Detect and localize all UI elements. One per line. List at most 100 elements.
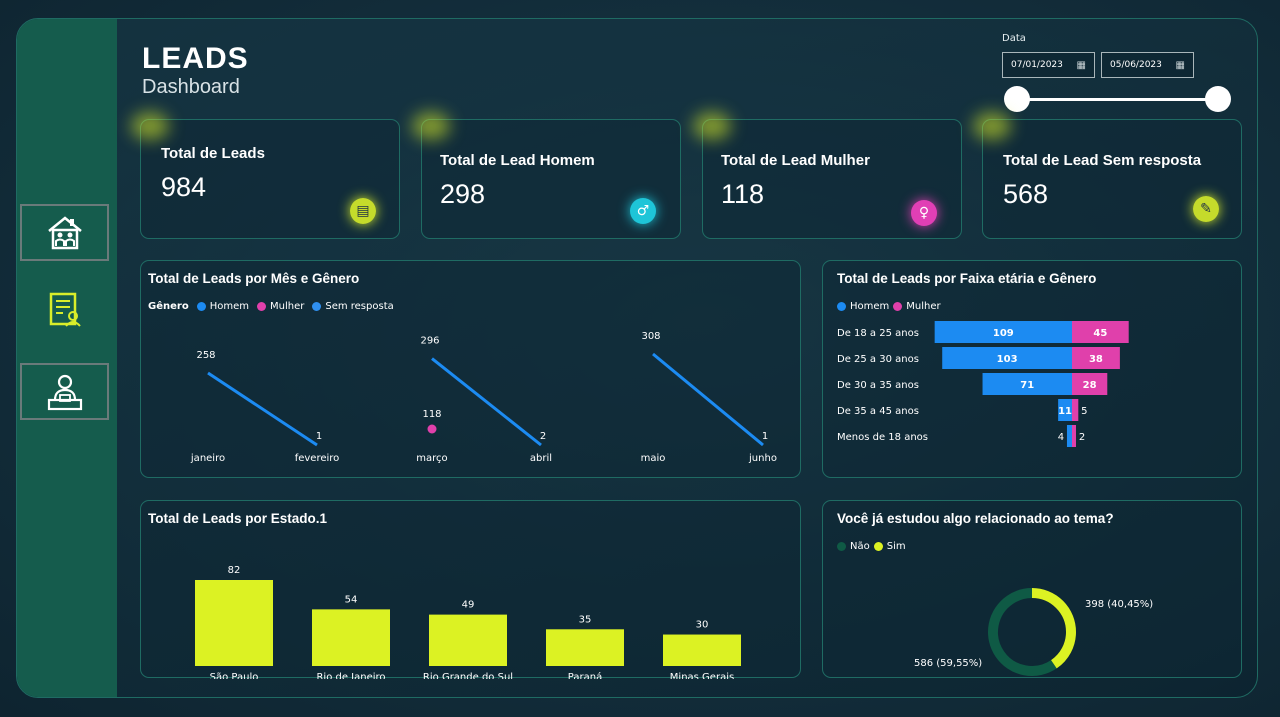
chart-legend: Gênero Homem Mulher Sem resposta xyxy=(148,301,394,312)
chart-legend: Homem Mulher xyxy=(837,301,941,312)
donut-chart: 398 (40,45%) 586 (59,55%) xyxy=(914,588,1153,676)
panel-title: Total de Leads por Mês e Gênero xyxy=(148,271,360,286)
legend-dot xyxy=(196,302,206,311)
x-tick-label: março xyxy=(416,453,447,464)
bar xyxy=(663,634,741,666)
panel-title: Você já estudou algo relacionado ao tema… xyxy=(837,511,1114,526)
bar-mulher xyxy=(1072,321,1129,343)
bar-mulher xyxy=(1072,373,1108,395)
kpi-title: Total de Lead Homem xyxy=(440,152,595,169)
data-point-mulher xyxy=(427,424,437,434)
legend-dot xyxy=(312,302,322,311)
bar-chart: 82 São Paulo 54 Rio de Janeiro 49 Rio Grande … xyxy=(195,565,741,679)
end-date-input[interactable]: 05/06/2023 ▦ xyxy=(1101,52,1194,78)
bar-homem xyxy=(934,321,1072,343)
sidebar xyxy=(17,19,117,697)
x-tick-label: fevereiro xyxy=(295,453,340,464)
data-label: 71 xyxy=(1020,380,1034,391)
kpi-title: Total de Lead Mulher xyxy=(721,152,870,169)
y-tick-label: De 25 a 30 anos xyxy=(837,354,919,365)
x-tick-label: junho xyxy=(748,453,777,464)
page-title: LEADS Dashboard xyxy=(142,43,249,99)
bar xyxy=(312,609,390,666)
data-label: 5 xyxy=(1081,406,1087,417)
calendar-icon[interactable]: ▦ xyxy=(1175,59,1185,71)
legend-item[interactable]: Mulher xyxy=(269,301,305,312)
data-label: 258 xyxy=(196,350,215,361)
legend-dot xyxy=(837,302,846,311)
data-label: 2 xyxy=(540,431,546,442)
end-date-value: 05/06/2023 xyxy=(1110,60,1162,70)
kpi-title: Total de Leads xyxy=(161,145,265,162)
panel-title: Total de Leads por Estado.1 xyxy=(148,511,328,526)
sidebar-item-leads[interactable] xyxy=(20,281,109,338)
dashboard-frame: LEADS Dashboard Data 07/01/2023 ▦ 05/06/… xyxy=(16,18,1258,698)
data-label: 103 xyxy=(997,354,1018,365)
legend-item[interactable]: Mulher xyxy=(906,301,941,312)
data-label: 109 xyxy=(993,328,1014,339)
x-tick-label: São Paulo xyxy=(210,672,259,679)
data-label: 1 xyxy=(762,431,768,442)
date-range-end-handle[interactable] xyxy=(1205,86,1231,112)
date-range-start-handle[interactable] xyxy=(1004,86,1030,112)
document-user-icon: ▤ xyxy=(350,198,376,224)
person-at-desk-icon xyxy=(47,374,82,410)
data-label: 49 xyxy=(462,600,475,611)
bar-homem xyxy=(982,373,1072,395)
x-tick-label: janeiro xyxy=(190,453,225,464)
chart-legend: Não Sim xyxy=(837,541,906,552)
start-date-value: 07/01/2023 xyxy=(1011,60,1063,70)
lead-document-icon xyxy=(49,292,81,327)
data-label: 308 xyxy=(641,331,660,342)
male-icon: ♂ xyxy=(630,198,656,224)
x-tick-label: Rio Grande do Sul xyxy=(423,672,513,679)
legend-dot xyxy=(873,542,883,551)
start-date-input[interactable]: 07/01/2023 ▦ xyxy=(1002,52,1095,78)
bar-mulher xyxy=(1072,399,1079,421)
bar xyxy=(429,614,507,666)
line-chart: janeiro fevereiro março abril maio junho 258 1 2… xyxy=(190,331,777,464)
home-people-icon xyxy=(47,215,82,249)
calendar-icon[interactable]: ▦ xyxy=(1076,59,1086,71)
sidebar-item-profile[interactable] xyxy=(20,363,109,420)
legend-item[interactable]: Homem xyxy=(209,301,249,312)
panel-estado: Total de Leads por Estado.1 82 São Paulo 5… xyxy=(140,500,801,679)
series-line-homem xyxy=(431,357,542,447)
date-filter-label: Data xyxy=(1002,33,1026,44)
data-label: 35 xyxy=(579,614,592,625)
bar xyxy=(546,629,624,666)
date-range-slider-track[interactable] xyxy=(1017,98,1217,101)
sidebar-item-home[interactable] xyxy=(20,204,109,261)
data-label: 296 xyxy=(420,336,439,347)
bar xyxy=(195,580,273,666)
kpi-value: 568 xyxy=(1003,179,1049,209)
kpi-glow xyxy=(412,112,450,140)
kpi-glow xyxy=(693,112,731,140)
y-tick-label: De 30 a 35 anos xyxy=(837,380,919,391)
x-tick-label: abril xyxy=(530,453,552,464)
bar-mulher xyxy=(1072,347,1120,369)
legend-item[interactable]: Sim xyxy=(886,541,906,552)
legend-dot xyxy=(837,542,846,551)
series-line-homem xyxy=(207,371,318,447)
legend-item[interactable]: Homem xyxy=(850,301,890,312)
bar-homem xyxy=(1066,425,1072,447)
data-label: 11 xyxy=(1058,406,1072,417)
kpi-value: 984 xyxy=(161,172,207,202)
y-tick-label: De 18 a 25 anos xyxy=(837,328,919,339)
legend-item[interactable]: Sem resposta xyxy=(325,301,394,312)
female-icon: ♀ xyxy=(911,200,937,226)
kpi-glow xyxy=(973,112,1011,140)
legend-item[interactable]: Não xyxy=(850,541,870,552)
panel-faixa-etaria: Total de Leads por Faixa etária e Gênero… xyxy=(822,260,1242,478)
data-label: 54 xyxy=(345,594,358,605)
kpi-card-sem-resposta: Total de Lead Sem resposta 568 ✎ xyxy=(973,112,1242,239)
kpi-title: Total de Lead Sem resposta xyxy=(1003,152,1202,169)
title-subtitle: Dashboard xyxy=(142,76,240,98)
data-label: 1 xyxy=(316,431,322,442)
y-tick-label: De 35 a 45 anos xyxy=(837,406,919,417)
x-tick-label: Minas Gerais xyxy=(670,672,734,679)
y-tick-label: Menos de 18 anos xyxy=(837,432,928,443)
panel-leads-mes: Total de Leads por Mês e Gênero Gênero H… xyxy=(140,260,801,478)
